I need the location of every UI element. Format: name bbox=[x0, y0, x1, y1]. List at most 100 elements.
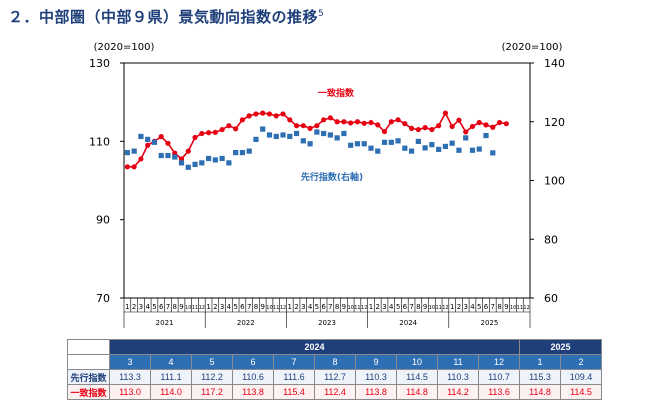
month-tick-label: 11 bbox=[273, 305, 279, 311]
leading-point bbox=[293, 130, 300, 137]
leading-point bbox=[145, 136, 151, 142]
table-cell: 110.7 bbox=[478, 369, 520, 385]
coincident-point bbox=[131, 164, 137, 170]
coincident-point bbox=[192, 134, 198, 141]
series-line-coincident bbox=[127, 111, 507, 168]
leading-point bbox=[334, 135, 340, 141]
leading-point bbox=[375, 148, 381, 154]
coincident-point bbox=[354, 119, 361, 125]
year-label: 2025 bbox=[480, 319, 498, 327]
leading-point bbox=[408, 148, 415, 154]
table-month-header: 9 bbox=[355, 354, 397, 370]
table-year-row: 2024 2025 bbox=[67, 339, 602, 355]
right-unit-label: (2020=100) bbox=[502, 42, 563, 53]
coincident-point bbox=[307, 125, 313, 132]
month-tick-label: 4 bbox=[308, 303, 313, 311]
table-cell: 112.4 bbox=[314, 384, 356, 400]
table-row-label: 一致指数 bbox=[67, 384, 110, 400]
month-tick-label: 5 bbox=[233, 303, 237, 311]
table-month-header: 12 bbox=[478, 354, 520, 370]
coincident-point bbox=[463, 129, 469, 135]
coincident-point bbox=[395, 117, 401, 123]
leading-point bbox=[138, 133, 144, 140]
left-tick-label: 90 bbox=[96, 214, 110, 227]
leading-point bbox=[402, 145, 408, 151]
month-tick-label: 4 bbox=[470, 303, 475, 311]
table-row-label: 先行指数 bbox=[67, 369, 110, 385]
table-month-header: 5 bbox=[191, 354, 233, 370]
table-cell: 115.4 bbox=[273, 384, 315, 400]
month-tick-label: 12 bbox=[523, 305, 529, 311]
year-label: 2024 bbox=[399, 319, 417, 327]
month-tick-label: 2 bbox=[457, 303, 461, 311]
coincident-point bbox=[341, 119, 347, 125]
month-tick-label: 3 bbox=[301, 303, 305, 311]
series-layer bbox=[124, 110, 509, 170]
month-tick-label: 7 bbox=[328, 303, 332, 311]
year-label: 2023 bbox=[318, 319, 336, 327]
leading-point bbox=[436, 146, 442, 152]
month-tick-label: 10 bbox=[347, 305, 353, 311]
table-corner bbox=[67, 339, 110, 355]
coincident-point bbox=[368, 119, 374, 126]
right-tick-label: 80 bbox=[544, 233, 558, 246]
month-tick-label: 12 bbox=[361, 305, 367, 311]
coincident-point bbox=[449, 123, 455, 130]
leading-point bbox=[192, 161, 198, 167]
table-cell: 112.2 bbox=[191, 369, 233, 385]
leading-point bbox=[287, 133, 293, 140]
month-tick-label: 6 bbox=[159, 303, 164, 311]
leading-point bbox=[483, 132, 489, 139]
leading-point bbox=[260, 126, 266, 132]
coincident-point bbox=[145, 142, 151, 148]
leading-point bbox=[388, 139, 394, 145]
left-unit-label: (2020=100) bbox=[94, 42, 155, 53]
leading-point bbox=[307, 141, 313, 147]
leading-point bbox=[341, 130, 347, 137]
month-tick-label: 3 bbox=[382, 303, 386, 311]
coincident-point bbox=[314, 123, 320, 129]
month-tick-label: 9 bbox=[504, 303, 508, 311]
table-cell: 110.3 bbox=[437, 369, 479, 385]
coincident-point bbox=[266, 111, 273, 117]
leading-point bbox=[469, 147, 476, 153]
month-tick-label: 3 bbox=[220, 303, 224, 311]
left-tick-label: 70 bbox=[96, 292, 110, 305]
leading-point bbox=[354, 141, 361, 147]
coincident-point bbox=[300, 123, 306, 129]
coincident-point bbox=[273, 113, 279, 119]
footnote-mark: 5 bbox=[318, 9, 325, 19]
leading-point bbox=[449, 140, 455, 146]
month-tick-label: 5 bbox=[396, 303, 400, 311]
leading-point bbox=[314, 129, 320, 135]
month-tick-label: 9 bbox=[423, 303, 427, 311]
coincident-point bbox=[469, 123, 476, 130]
coincident-point bbox=[158, 134, 164, 140]
leading-point bbox=[273, 133, 279, 140]
month-tick-label: 8 bbox=[254, 303, 258, 311]
month-tick-label: 1 bbox=[125, 303, 129, 311]
month-tick-label: 7 bbox=[247, 303, 251, 311]
table-month-header: 4 bbox=[150, 354, 192, 370]
table-cell: 114.5 bbox=[560, 384, 602, 400]
coincident-point bbox=[185, 148, 191, 154]
coincident-point bbox=[483, 122, 489, 128]
table-month-header: 8 bbox=[314, 354, 356, 370]
leading-point bbox=[151, 139, 158, 145]
month-tick-label: 2 bbox=[213, 303, 217, 311]
month-tick-label: 2 bbox=[294, 303, 298, 311]
leading-point bbox=[321, 130, 327, 137]
leading-point bbox=[348, 142, 354, 148]
coincident-point bbox=[442, 110, 449, 116]
coincident-point bbox=[408, 125, 415, 132]
leading-point bbox=[172, 154, 178, 160]
coincident-point bbox=[361, 120, 367, 126]
month-tick-label: 10 bbox=[185, 305, 191, 311]
leading-point bbox=[212, 157, 218, 163]
month-tick-label: 1 bbox=[288, 303, 292, 311]
month-tick-label: 9 bbox=[342, 303, 346, 311]
month-tick-label: 7 bbox=[491, 303, 495, 311]
coincident-point bbox=[456, 117, 462, 123]
month-tick-label: 6 bbox=[484, 303, 489, 311]
